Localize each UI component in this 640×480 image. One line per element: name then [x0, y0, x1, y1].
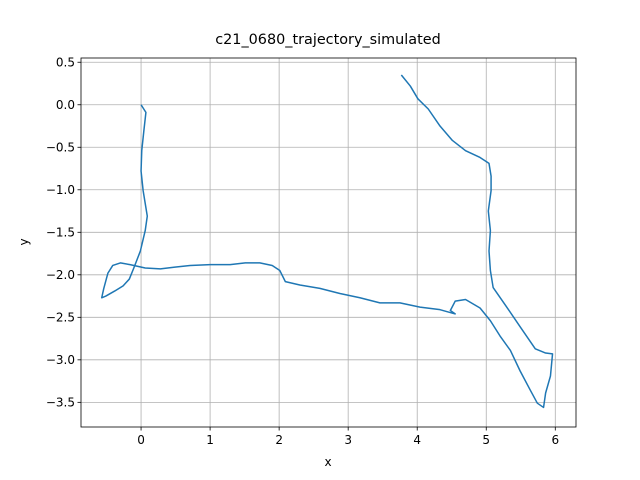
trajectory-line	[100, 74, 554, 409]
x-tick-label: 3	[344, 433, 352, 447]
axes-frame	[80, 57, 577, 428]
x-tick-label: 1	[206, 433, 214, 447]
y-tick-label: 0.5	[56, 55, 75, 69]
chart-title: c21_0680_trajectory_simulated	[215, 32, 441, 48]
x-axis-label: x	[324, 455, 331, 469]
x-tick-label: 2	[275, 433, 283, 447]
y-tick-label: −0.5	[46, 140, 75, 154]
x-tick-label: 6	[551, 433, 559, 447]
x-tick-label: 0	[137, 433, 145, 447]
y-tick-label: −2.5	[46, 310, 75, 324]
y-tick-label: −1.5	[46, 225, 75, 239]
plot	[100, 74, 554, 409]
x-tick-label: 5	[482, 433, 490, 447]
y-tick-label: −3.5	[46, 395, 75, 409]
y-tick-label: −1.0	[46, 183, 75, 197]
y-tick-label: −2.0	[46, 268, 75, 282]
y-axis-label: y	[17, 238, 31, 245]
x-tick-label: 4	[413, 433, 421, 447]
y-tick-label: −3.0	[46, 353, 75, 367]
y-tick-label: 0.0	[56, 98, 75, 112]
grid	[81, 58, 576, 427]
